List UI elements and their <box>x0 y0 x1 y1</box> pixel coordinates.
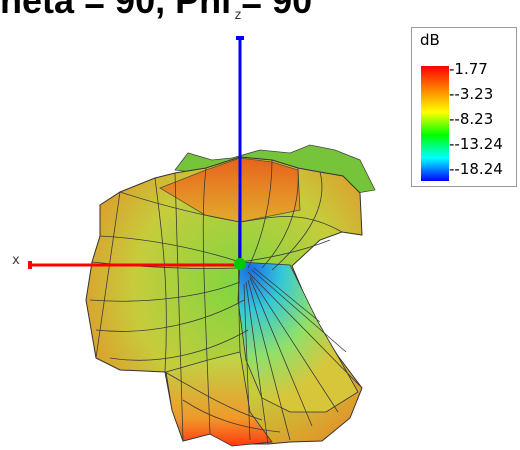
color-legend: dB -1.77 --3.23 --8.23 --13.24 --18.24 <box>411 27 517 187</box>
legend-tick-1: --3.23 <box>449 85 494 103</box>
origin-marker <box>234 258 246 270</box>
x-axis-tip <box>28 261 32 269</box>
null-region <box>237 261 359 413</box>
legend-unit: dB <box>420 31 440 49</box>
lower-lobe <box>165 351 273 447</box>
z-axis-tip <box>236 36 244 40</box>
legend-tick-4: --18.24 <box>449 160 503 178</box>
legend-tick-0: -1.77 <box>449 60 488 78</box>
plot-title: heta = 90, Phi = 90 <box>0 0 313 21</box>
legend-tick-3: --13.24 <box>449 135 503 153</box>
legend-color-bar <box>421 66 449 181</box>
legend-tick-2: --8.23 <box>449 110 494 128</box>
x-axis-label: x <box>12 253 20 268</box>
z-axis-label: z <box>234 8 242 23</box>
